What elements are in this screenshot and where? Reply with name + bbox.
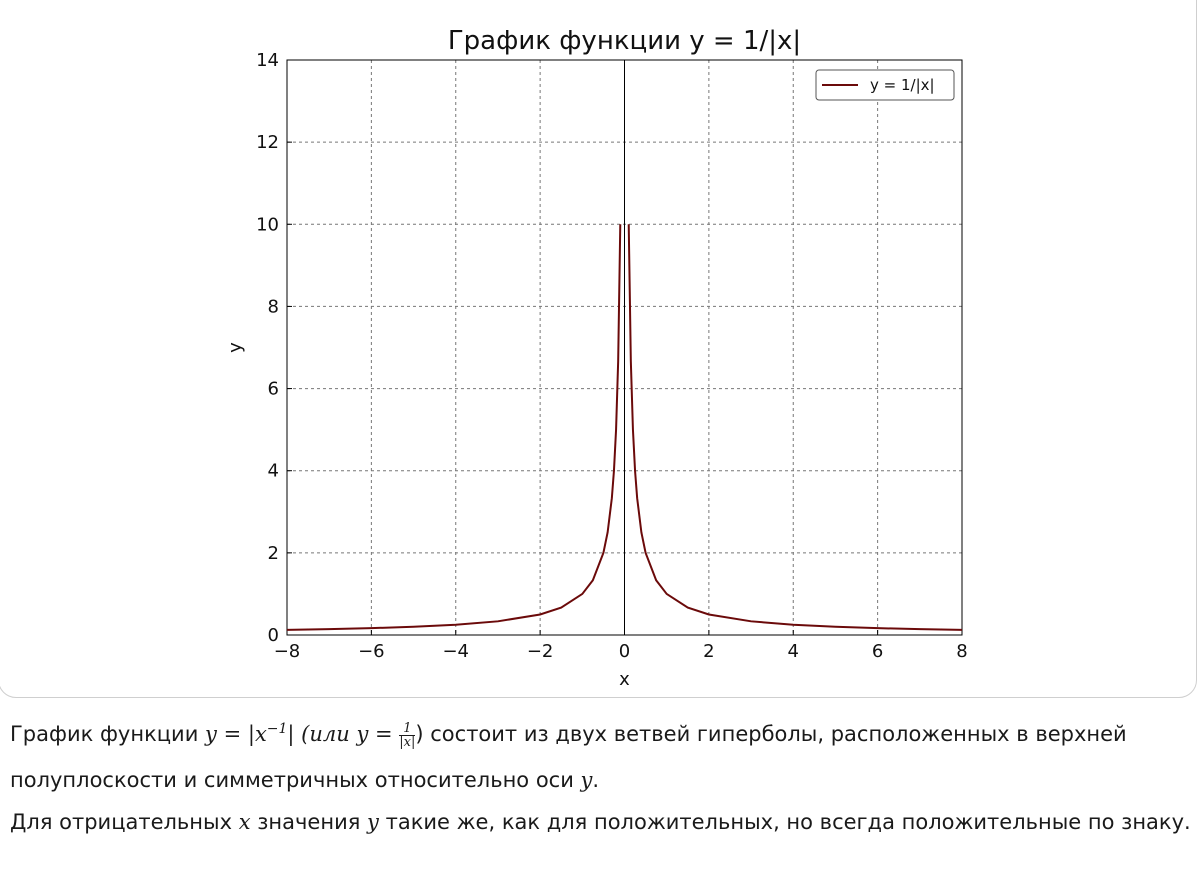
math: −1 [266,721,288,737]
math: = | [216,722,255,746]
y-axis-label: y [225,342,246,353]
chart: График функции y = 1/|x| −8 −6 −4 −2 0 2 4 6 8 0 2 4… [225,26,968,690]
x-tick-label: 4 [788,641,799,662]
text: График функции [10,722,206,746]
x-tick-label: −2 [527,641,554,662]
y-tick-label: 12 [256,132,279,153]
paragraph: Для отрицательных x значения y такие же,… [10,799,1195,845]
text: ) состоит из двух ветвей гиперболы, расп… [10,722,1127,792]
x-tick-label: −8 [274,641,301,662]
y-tick-label: 8 [268,296,279,317]
fraction: 1 |x| [399,720,416,750]
math: = [368,722,400,746]
card: График функции y = 1/|x| −8 −6 −4 −2 0 2 4 6 8 0 2 4… [0,0,1197,698]
math: y [580,768,593,792]
y-tick-label: 4 [268,461,279,482]
text: Для отрицательных [10,810,239,834]
y-tick-label: 2 [268,543,279,564]
math: | (или [287,722,357,746]
legend-label: y = 1/|x| [870,76,935,94]
y-tick-label: 14 [256,50,279,71]
math: y [205,722,217,746]
x-tick-label: 6 [872,641,883,662]
denominator: |x| [399,734,416,750]
y-tick-label: 0 [268,625,279,646]
legend-box [815,69,955,101]
text: . [592,768,600,792]
x-tick-label: −4 [442,641,469,662]
math: y [367,810,379,834]
text: такие же, как для положительных, но всег… [378,810,1191,834]
x-tick-label: −6 [358,641,385,662]
math: x [254,722,267,746]
chart-title: График функции y = 1/|x| [448,26,801,56]
math: y [356,722,369,746]
paragraph: График функции y = |x−1| (или y = 1 |x|) … [10,706,1195,803]
math: x [238,810,251,834]
x-tick-label: 2 [703,641,714,662]
x-tick-label: 8 [956,641,967,662]
x-axis-label: x [619,669,630,690]
text: значения [250,810,368,834]
y-tick-label: 6 [268,379,279,400]
numerator: 1 [403,720,412,736]
x-tick-label: 0 [619,641,630,662]
line [286,224,963,631]
y-tick-label: 10 [256,214,279,235]
